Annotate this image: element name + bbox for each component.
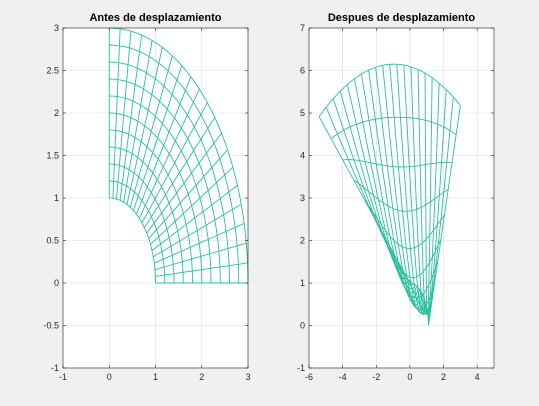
x-tick-label: 2: [441, 372, 446, 382]
y-tick-label: -0.5: [43, 321, 59, 331]
mesh-arc-line: [373, 217, 442, 279]
y-tick-label: 2: [54, 108, 59, 118]
mesh-arc-line: [409, 282, 429, 326]
mesh-arc-line: [109, 95, 212, 284]
y-tick-label: -1: [51, 363, 59, 373]
mesh-arc-line: [109, 27, 249, 284]
axes-right-title: Despues de desplazamiento: [328, 12, 476, 24]
axes-right-mesh: [318, 63, 461, 326]
x-tick-label: 1: [153, 372, 158, 382]
axes-left-title: Antes de desplazamiento: [89, 12, 221, 24]
x-tick-label: 0: [107, 372, 112, 382]
mesh-arc-line: [363, 199, 445, 249]
y-tick-label: 1: [300, 278, 305, 288]
x-tick-label: 2: [199, 372, 204, 382]
y-tick-label: 3: [54, 23, 59, 33]
mesh-arc-line: [330, 116, 457, 140]
x-tick-label: 4: [475, 372, 480, 382]
y-tick-label: 1: [54, 193, 59, 203]
y-tick-label: 3: [300, 193, 305, 203]
mesh-arc-line: [391, 250, 436, 311]
axes-left-mesh: [108, 27, 249, 284]
y-tick-label: 2: [300, 236, 305, 246]
y-tick-label: 6: [300, 66, 305, 76]
x-tick-label: -1: [59, 372, 67, 382]
mesh-arc-line: [342, 159, 453, 168]
axes-right-after-displacement: -6 -4 -2 0 2 4 -1 0 1 2 3 4 5 6 7 Despues de desplazam…: [297, 12, 495, 382]
y-tick-label: 0.5: [46, 236, 59, 246]
mesh-arc-line: [109, 78, 221, 284]
x-tick-label: 0: [407, 372, 412, 382]
mesh-arc-line: [383, 234, 439, 299]
mesh-arc-line: [353, 179, 449, 212]
mesh-arc-line: [109, 197, 156, 284]
y-tick-label: 2.5: [46, 66, 59, 76]
x-tick-label: -4: [339, 372, 347, 382]
y-tick-label: -1: [297, 363, 305, 373]
y-tick-label: 5: [300, 108, 305, 118]
x-tick-label: -6: [305, 372, 313, 382]
mesh-arc-line: [318, 63, 461, 117]
y-tick-label: 4: [300, 151, 305, 161]
y-tick-label: 0: [54, 278, 59, 288]
mesh-arc-line: [109, 44, 240, 284]
mesh-arc-line: [109, 146, 184, 284]
mesh-arc-line: [109, 180, 166, 284]
mesh-arc-line: [109, 163, 175, 284]
mesh-arc-line: [109, 129, 193, 284]
axes-left-before-displacement: -1 0 1 2 3 -1 -0.5 0 0.5 1 1.5 2 2.5 3 Antes de despl…: [43, 12, 250, 382]
mesh-arc-line: [109, 61, 230, 284]
x-tick-label: 3: [245, 372, 250, 382]
axes-right-ticks: -6 -4 -2 0 2 4 -1 0 1 2 3 4 5 6 7: [297, 23, 494, 382]
y-tick-label: 0: [300, 321, 305, 331]
y-tick-label: 1.5: [46, 151, 59, 161]
y-tick-label: 7: [300, 23, 305, 33]
x-tick-label: -2: [372, 372, 380, 382]
mesh-arc-line: [399, 263, 433, 315]
axes-left-ticks: -1 0 1 2 3 -1 -0.5 0 0.5 1 1.5 2 2.5 3: [43, 23, 250, 382]
mesh-arc-line: [109, 112, 203, 284]
mesh-arc-line: [405, 275, 430, 317]
